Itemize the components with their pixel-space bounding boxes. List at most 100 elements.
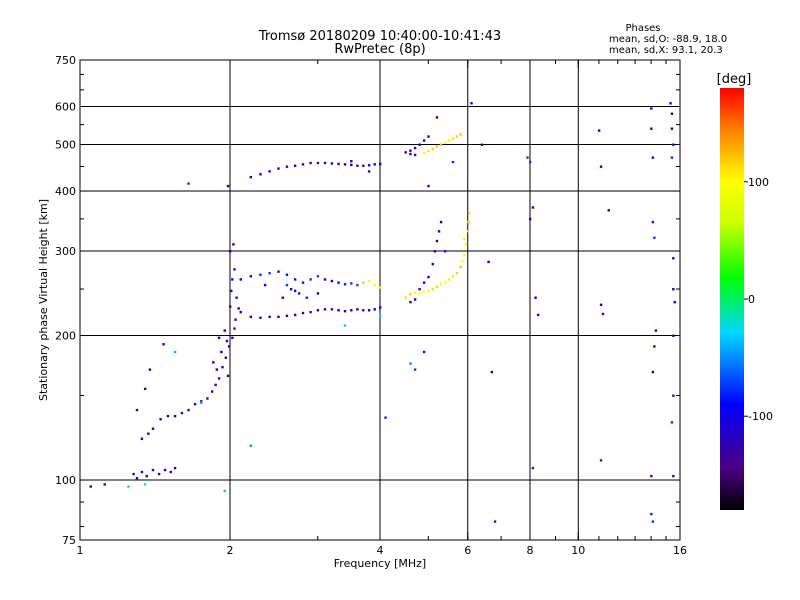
data-point (650, 512, 653, 516)
data-point (343, 324, 347, 327)
data-point (379, 314, 382, 318)
data-point (670, 112, 674, 115)
data-point (214, 383, 217, 387)
data-point (418, 292, 421, 295)
data-point (669, 102, 672, 105)
stats-line-o: mean, sd,O: -88.9, 18.0 (609, 34, 727, 45)
data-point (467, 220, 470, 224)
data-point (466, 230, 470, 233)
data-point (404, 296, 407, 299)
data-point (422, 290, 426, 293)
data-point (409, 293, 412, 296)
data-point (337, 309, 340, 312)
y-tick-label: 75 (62, 534, 76, 547)
data-point (200, 401, 203, 404)
data-point (297, 292, 301, 295)
data-point (217, 336, 221, 340)
data-point (263, 283, 267, 287)
data-point (422, 152, 426, 155)
x-tick-label: 8 (527, 544, 534, 557)
data-point (89, 485, 92, 488)
data-point (235, 296, 238, 299)
data-point (316, 292, 320, 295)
data-point (309, 278, 312, 281)
data-point (435, 285, 439, 288)
data-point (239, 310, 242, 314)
data-point (409, 300, 412, 304)
data-point (268, 271, 271, 275)
data-point (409, 362, 412, 365)
data-point (601, 312, 605, 316)
data-point (439, 220, 443, 224)
data-point (672, 143, 675, 146)
data-point (350, 309, 353, 312)
data-point (330, 162, 334, 165)
data-point (293, 313, 297, 317)
y-tick-label: 500 (55, 139, 76, 152)
data-point (143, 387, 147, 391)
colorbar-label: [deg] (717, 72, 752, 87)
data-point (367, 279, 371, 283)
data-point (435, 116, 439, 119)
data-point (249, 275, 253, 278)
data-point (356, 308, 359, 311)
data-point (653, 345, 656, 348)
data-point (672, 257, 675, 260)
data-point (673, 300, 676, 304)
data-point (233, 268, 236, 271)
data-point (413, 291, 417, 294)
data-point (487, 260, 490, 264)
data-point (670, 127, 674, 130)
data-point (367, 309, 371, 312)
data-point (231, 278, 234, 281)
data-point (443, 141, 447, 144)
data-point (350, 163, 353, 167)
data-point (350, 160, 353, 163)
data-point (323, 161, 327, 165)
data-point (173, 350, 177, 354)
data-point (293, 164, 297, 167)
stats-line-x: mean, sd,X: 93.1, 20.3 (609, 45, 723, 56)
data-point (210, 390, 214, 393)
data-point (337, 281, 340, 284)
data-point (427, 135, 430, 138)
data-point (433, 250, 437, 253)
data-point (427, 184, 430, 188)
data-point (534, 296, 537, 299)
y-tick-label: 100 (55, 474, 76, 487)
data-point (173, 414, 177, 418)
data-point (437, 230, 441, 233)
data-point (651, 370, 655, 374)
data-point (140, 470, 144, 474)
data-point (227, 345, 231, 348)
data-point (212, 361, 215, 364)
data-point (431, 262, 434, 266)
data-point (173, 466, 177, 470)
data-point (316, 161, 320, 165)
data-point (330, 308, 334, 311)
x-tick-label: 4 (377, 544, 384, 557)
data-point (301, 311, 305, 315)
data-point (367, 164, 371, 167)
data-point (468, 212, 471, 215)
data-point (672, 334, 675, 337)
data-point (151, 427, 155, 430)
data-point (531, 206, 535, 209)
chart-title: Tromsø 20180209 10:40:00-10:41:43 (258, 29, 501, 44)
data-point (599, 303, 603, 306)
data-point (343, 283, 347, 286)
data-point (277, 167, 280, 170)
data-point (301, 163, 305, 166)
data-point (373, 163, 376, 166)
data-point (384, 416, 387, 419)
data-points (89, 102, 676, 523)
data-point (148, 368, 152, 371)
data-point (459, 133, 462, 136)
data-point (413, 153, 417, 157)
data-point (413, 368, 417, 371)
data-point (143, 483, 147, 486)
data-point (200, 400, 203, 403)
data-point (654, 329, 658, 332)
data-point (379, 286, 382, 289)
data-point (277, 270, 280, 273)
